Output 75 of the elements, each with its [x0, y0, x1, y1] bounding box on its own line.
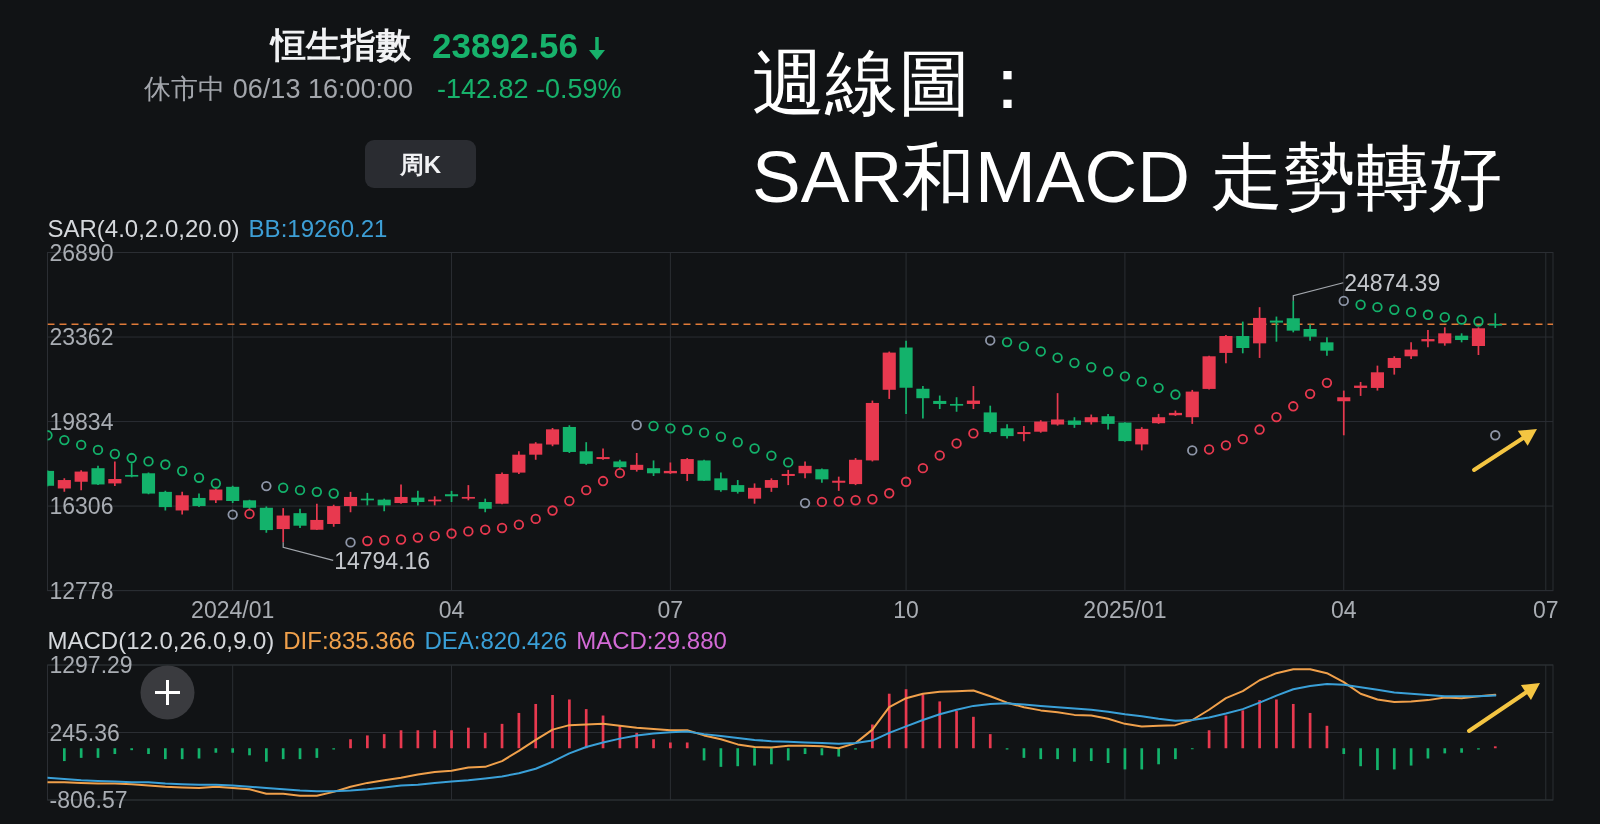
bar — [467, 727, 470, 749]
chart-subtitle: SAR和MACD 走勢轉好 — [752, 136, 1503, 217]
bar — [180, 748, 184, 760]
bar — [349, 739, 352, 749]
bar — [1140, 748, 1144, 770]
bar — [753, 748, 756, 766]
bar — [568, 699, 571, 749]
y-tick-label: 12778 — [49, 577, 114, 604]
y-tick-label: 23362 — [49, 324, 114, 351]
x-tick-label: 07 — [657, 596, 684, 623]
bar — [669, 742, 672, 749]
bar — [736, 748, 740, 767]
annotation: 14794.16 — [282, 541, 431, 574]
bar — [584, 709, 588, 749]
bar — [1275, 699, 1278, 749]
y-tick-label: 245.36 — [49, 719, 120, 746]
bar — [113, 748, 117, 755]
annotation: 24874.39 — [1344, 270, 1441, 297]
annotation: 14794.16 — [334, 547, 431, 574]
button: 周K — [365, 140, 476, 188]
bar — [534, 703, 538, 749]
bar — [450, 730, 453, 749]
bar — [231, 748, 235, 753]
bar — [147, 748, 150, 755]
header-text: 23892.56 — [432, 26, 578, 65]
annotation: 24874.39 — [1292, 270, 1441, 302]
bar — [1241, 710, 1245, 749]
bar — [1460, 748, 1463, 753]
bar — [955, 711, 958, 749]
bar — [1258, 700, 1261, 749]
bar — [1376, 748, 1379, 771]
header-text: 恒生指數 — [271, 25, 411, 64]
x-tick-label: 10 — [893, 596, 919, 623]
chart-title: 週線圖： — [752, 42, 1044, 123]
bar — [281, 748, 285, 760]
bar — [1157, 748, 1160, 765]
bar — [1089, 748, 1093, 762]
bar — [652, 739, 655, 749]
x-tick-label: 04 — [1330, 596, 1357, 623]
bar — [685, 742, 689, 749]
bar — [1443, 748, 1447, 754]
y-tick-label: -806.57 — [49, 787, 128, 813]
bar — [483, 732, 487, 749]
y-tick-label: 16306 — [49, 493, 114, 520]
header-text: -142.82 -0.59% — [437, 74, 622, 104]
x-tick-label: 04 — [438, 596, 465, 623]
bar — [248, 748, 251, 756]
x-tick-label: 07 — [1532, 596, 1559, 623]
bar — [1291, 703, 1295, 749]
x-tick-label: 2025/01 — [1083, 596, 1167, 623]
bar — [79, 748, 83, 758]
bar — [551, 694, 554, 749]
bar — [62, 748, 66, 762]
bar — [1342, 748, 1346, 755]
bar — [382, 734, 386, 749]
x-tick-label: 2024/01 — [191, 596, 275, 623]
bar — [214, 748, 218, 753]
bar — [1174, 748, 1177, 760]
bar — [1359, 748, 1362, 767]
bar — [988, 734, 992, 749]
bar — [1056, 748, 1059, 760]
bar — [366, 735, 369, 749]
bar — [265, 748, 268, 762]
bar — [1392, 748, 1396, 770]
bar — [770, 748, 773, 765]
bar — [786, 748, 790, 761]
bar — [938, 701, 942, 749]
bar — [1073, 748, 1076, 762]
bar — [1039, 748, 1043, 760]
header-text: 休市中 06/13 16:00:00 — [144, 74, 413, 104]
bar — [972, 716, 975, 749]
legend: SAR(4.0,2.0,20.0) BB:19260.21 — [47, 214, 388, 242]
bar — [164, 748, 167, 760]
bar — [433, 730, 437, 749]
y-tick-label: 19834 — [49, 408, 114, 435]
